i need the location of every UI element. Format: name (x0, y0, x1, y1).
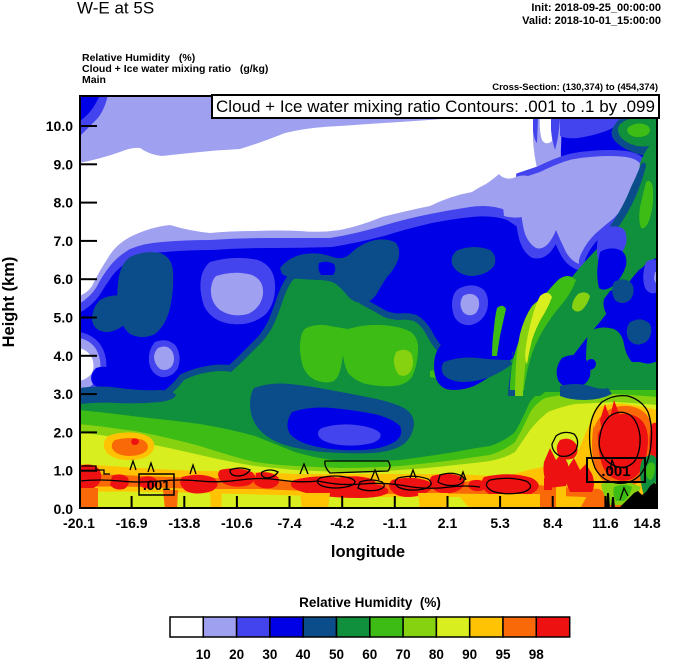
svg-text:10.0: 10.0 (46, 118, 73, 134)
svg-text:7.0: 7.0 (54, 233, 74, 249)
svg-text:5.3: 5.3 (490, 515, 510, 531)
svg-text:80: 80 (429, 647, 444, 662)
svg-text:-10.6: -10.6 (221, 515, 253, 531)
svg-text:1.0: 1.0 (54, 463, 74, 479)
svg-text:90: 90 (462, 647, 477, 662)
svg-text:30: 30 (262, 647, 277, 662)
svg-text:.001: .001 (601, 463, 630, 480)
svg-text:2.0: 2.0 (54, 424, 74, 440)
svg-text:-13.8: -13.8 (168, 515, 200, 531)
svg-text:3.0: 3.0 (54, 386, 74, 402)
svg-text:Cross-Section: (130,374) to (4: Cross-Section: (130,374) to (454,374) (492, 82, 658, 93)
svg-text:11.6: 11.6 (592, 515, 619, 531)
svg-text:Init: 2018-09-25_00:00:00: Init: 2018-09-25_00:00:00 (531, 2, 661, 14)
svg-text:10: 10 (196, 647, 211, 662)
svg-text:8.4: 8.4 (543, 515, 563, 531)
svg-text:-7.4: -7.4 (277, 515, 301, 531)
svg-text:.001: .001 (143, 477, 170, 493)
svg-text:50: 50 (329, 647, 344, 662)
svg-text:9.0: 9.0 (54, 156, 74, 172)
svg-text:W-E at 5S: W-E at 5S (77, 0, 154, 18)
svg-text:4.0: 4.0 (54, 348, 74, 364)
svg-text:98: 98 (529, 647, 545, 662)
svg-text:5.0: 5.0 (54, 310, 74, 326)
svg-text:-1.1: -1.1 (383, 515, 407, 531)
svg-text:Height (km): Height (km) (0, 257, 18, 348)
svg-text:6.0: 6.0 (54, 271, 74, 287)
svg-text:14.8: 14.8 (633, 515, 660, 531)
svg-text:95: 95 (495, 647, 511, 662)
svg-text:Valid: 2018-10-01_15:00:00: Valid: 2018-10-01_15:00:00 (522, 15, 661, 27)
svg-text:Relative Humidity (%): Relative Humidity (%) (299, 595, 441, 610)
svg-text:40: 40 (296, 647, 311, 662)
svg-text:-20.1: -20.1 (63, 515, 95, 531)
svg-text:2.1: 2.1 (438, 515, 458, 531)
svg-text:Main: Main (82, 74, 106, 86)
svg-text:Cloud + Ice water mixing ratio: Cloud + Ice water mixing ratio (g/kg) (82, 63, 268, 75)
svg-text:8.0: 8.0 (54, 195, 74, 211)
svg-text:-16.9: -16.9 (116, 515, 148, 531)
svg-text:Cloud + Ice water mixing ratio: Cloud + Ice water mixing ratio Contours:… (216, 97, 655, 116)
svg-text:longitude: longitude (331, 543, 405, 561)
svg-text:60: 60 (362, 647, 377, 662)
svg-text:70: 70 (396, 647, 411, 662)
svg-text:0.0: 0.0 (54, 501, 74, 517)
svg-text:Relative Humidity (%): Relative Humidity (%) (82, 52, 195, 64)
svg-text:20: 20 (229, 647, 244, 662)
svg-text:-4.2: -4.2 (330, 515, 354, 531)
